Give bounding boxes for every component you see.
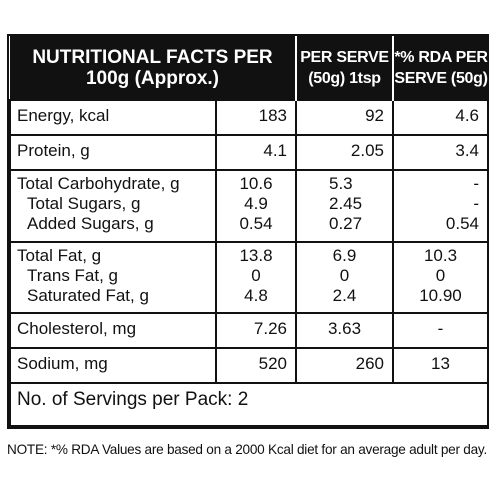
nutrient-names: Total Fat, g Trans Fat, g Saturated Fat,… [9,240,217,315]
value-rda: - [473,174,479,194]
nutrient-name: Trans Fat, g [27,265,119,285]
value-per-100g: 13.8 [239,245,273,265]
value-per-100g: 520 [215,347,297,384]
nutrient-name: Total Fat, g [17,245,102,265]
value-per-serve: 260 [295,347,394,384]
value-per-serve: 2.45 [329,194,363,214]
value-rda: 10.3 [423,245,458,265]
table-row: Protein, g 4.1 2.05 3.4 [9,134,489,172]
header-nutritional-facts: NUTRITIONAL FACTS PER 100g (Approx.) [10,36,297,101]
value-per-100g: 10.6 [239,174,273,194]
nutrient-name: Cholesterol, mg [9,312,217,350]
table-row: Total Fat, g Trans Fat, g Saturated Fat,… [9,240,489,315]
servings-row: No. of Servings per Pack: 2 [9,381,489,428]
value-per-100g: 4.1 [215,134,297,172]
header-per-serve: PER SERVE (50g) 1tsp [296,36,394,101]
table-row: Energy, kcal 183 92 4.6 [9,99,489,137]
value-per-100g: 7.26 [215,312,297,350]
nutrition-facts-table: NUTRITIONAL FACTS PER 100g (Approx.) PER… [7,34,489,429]
table-header: NUTRITIONAL FACTS PER 100g (Approx.) PER… [10,36,488,101]
table-row: Total Carbohydrate, g Total Sugars, g Ad… [9,169,489,243]
nutrient-name: Saturated Fat, g [27,285,149,305]
table-row: Sodium, mg 520 260 13 [9,347,489,384]
nutrient-name: Total Sugars, g [27,194,141,214]
value-per-serve: 3.63 [295,312,394,350]
value-per-serve: 92 [295,99,394,137]
header-rda-per-serve: *% RDA PER SERVE (50g) [393,36,488,101]
value-per-100g: 4.8 [244,285,268,305]
value-rda: - [392,312,489,350]
value-per-serve: 2.05 [295,134,394,172]
value-per-serve: 0 [339,265,350,285]
nutrition-table: NUTRITIONAL FACTS PER 100g (Approx.) PER… [9,36,489,428]
values-rda: - - 0.54 [392,169,489,243]
servings-per-pack: No. of Servings per Pack: 2 [9,381,489,428]
value-rda: 10.90 [419,285,462,305]
nutrient-name: Energy, kcal [9,99,217,137]
value-per-serve: 2.4 [332,285,357,305]
values-rda: 10.3 0 10.90 [392,240,489,315]
value-per-100g: 0 [251,265,261,285]
nutrient-name: Sodium, mg [9,347,217,384]
value-rda: 0 [435,265,446,285]
values-per-100g: 13.8 0 4.8 [215,240,297,315]
nutrient-name: Protein, g [9,134,217,172]
value-per-serve: 5.3 [329,174,353,194]
value-per-serve: 6.9 [332,245,357,265]
value-rda: 0.54 [445,214,479,234]
value-per-100g: 4.9 [244,194,268,214]
table-row: Cholesterol, mg 7.26 3.63 - [9,312,489,350]
value-per-100g: 0.54 [239,214,273,234]
value-rda: 4.6 [392,99,489,137]
values-per-serve: 5.3 2.45 0.27 [295,169,394,243]
nutrient-name: Added Sugars, g [27,214,154,234]
value-per-100g: 183 [215,99,297,137]
nutrient-name: Total Carbohydrate, g [17,174,180,194]
values-per-serve: 6.9 0 2.4 [295,240,394,315]
value-per-serve: 0.27 [329,214,363,234]
value-rda: 13 [392,347,489,384]
nutrient-names: Total Carbohydrate, g Total Sugars, g Ad… [9,169,217,243]
value-rda: 3.4 [392,134,489,172]
value-rda: - [473,194,479,214]
rda-footnote: NOTE: *% RDA Values are based on a 2000 … [7,442,487,457]
values-per-100g: 10.6 4.9 0.54 [215,169,297,243]
